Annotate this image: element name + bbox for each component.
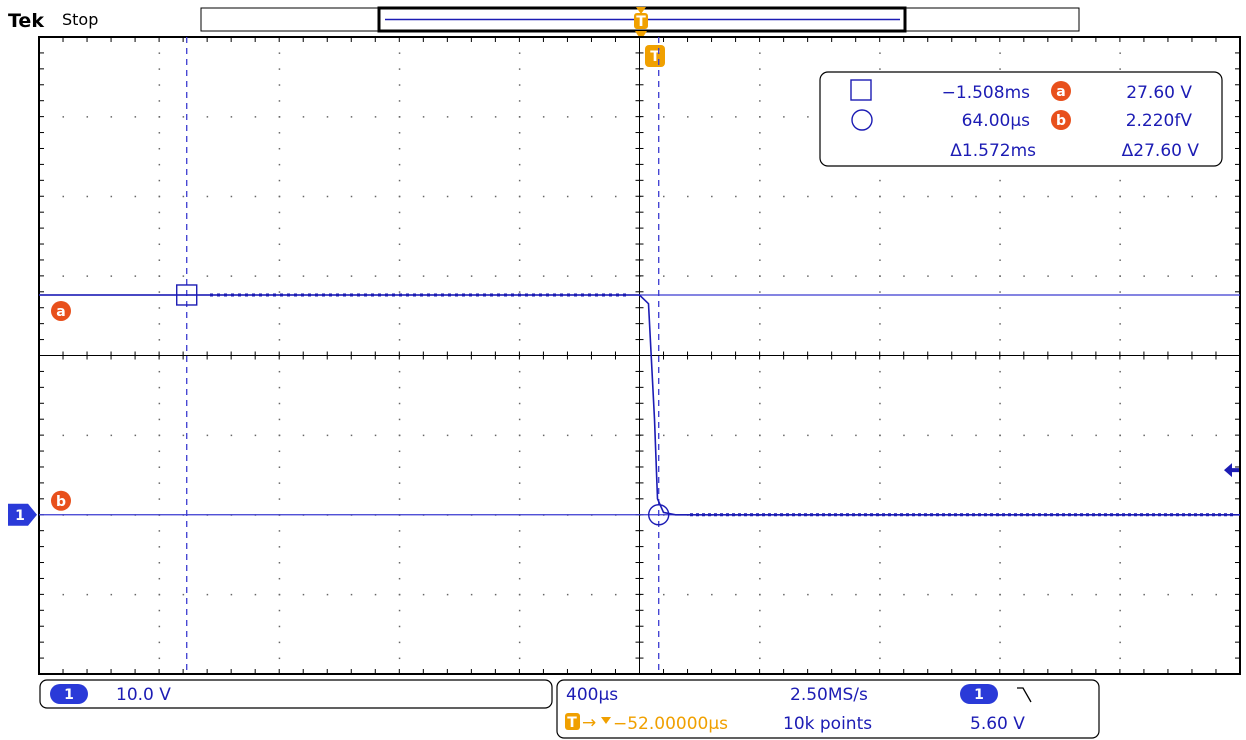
- channel-1-number: 1: [64, 687, 74, 703]
- record-length: 10k points: [783, 714, 872, 734]
- square-cursor-marker[interactable]: [176, 284, 198, 306]
- trigger-position-marker[interactable]: T: [634, 7, 648, 40]
- trigger-position-label: T: [636, 14, 646, 30]
- trigger-level: 5.60 V: [970, 714, 1025, 734]
- waveform-noise: [210, 293, 1233, 517]
- trigger-time-label: T: [650, 49, 660, 65]
- readout-b-badge: [1051, 110, 1071, 130]
- channel-1-badge: [50, 684, 88, 704]
- timebase-panel[interactable]: 400µs 2.50MS/s T → −52.00000µs 10k point…: [556, 679, 1100, 739]
- cursor-a-value: 27.60 V: [1126, 83, 1192, 103]
- time-per-division: 400µs: [566, 685, 618, 705]
- trigger-time-marker[interactable]: T: [645, 45, 665, 67]
- readout-a-label: a: [1056, 84, 1065, 100]
- readout-b-label: b: [1056, 113, 1066, 129]
- right-arrow-icon: →: [582, 713, 596, 733]
- down-triangle-icon: [601, 717, 611, 724]
- trigger-offset-icon: [565, 713, 580, 730]
- sample-rate: 2.50MS/s: [790, 685, 868, 705]
- brand-logo: Tek: [8, 10, 44, 32]
- channel-1-scale-panel[interactable]: 1 10.0 V: [39, 679, 553, 709]
- channel-1-volts-per-div: 10.0 V: [116, 685, 171, 705]
- cursor-b-badge-label: b: [56, 494, 66, 510]
- circle-cursor-icon: [851, 109, 873, 131]
- acquisition-state: Stop: [62, 10, 98, 29]
- cursor-a-badge[interactable]: a: [51, 300, 71, 321]
- readout-a-badge: [1051, 81, 1071, 101]
- delta-voltage: Δ27.60 V: [1122, 141, 1200, 161]
- cursor-b-badge[interactable]: b: [51, 490, 71, 511]
- delta-time: Δ1.572ms: [950, 141, 1036, 161]
- circle-cursor-marker[interactable]: [648, 504, 670, 526]
- horizontal-delay: −52.00000µs: [613, 714, 728, 734]
- cursor2-time: 64.00µs: [962, 111, 1030, 131]
- cursor1-time: −1.508ms: [942, 83, 1030, 103]
- square-cursor-icon: [850, 79, 872, 101]
- ground-marker-label: 1: [15, 508, 25, 524]
- trigger-offset-icon-label: T: [567, 715, 577, 731]
- falling-edge-icon: [1017, 687, 1032, 703]
- cursor-readout-panel: −1.508ms 64.00µs Δ1.572ms a b 27.60 V 2.…: [819, 71, 1223, 167]
- cursor-b-value: 2.220fV: [1126, 111, 1193, 131]
- trigger-source-badge: [960, 684, 998, 704]
- trigger-level-marker[interactable]: [1224, 463, 1239, 478]
- trigger-source: 1: [974, 687, 984, 703]
- channel-1-ground-marker[interactable]: 1: [8, 503, 37, 526]
- cursor-a-badge-label: a: [56, 304, 65, 320]
